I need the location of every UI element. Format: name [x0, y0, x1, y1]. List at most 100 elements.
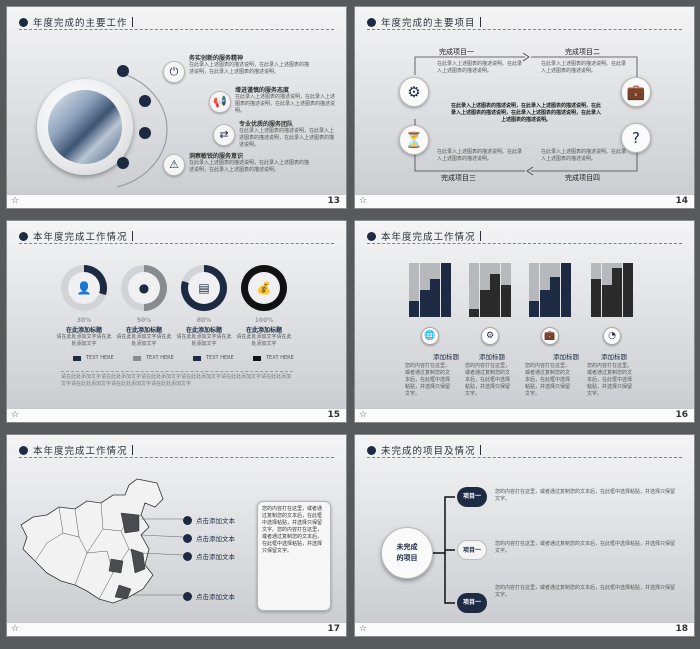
bar	[469, 263, 479, 317]
signpost-icon: ⇄	[213, 124, 235, 146]
chart-icon: ▤	[188, 272, 220, 304]
gears-icon: ⚙	[399, 77, 429, 107]
star-icon: ☆	[11, 196, 20, 206]
legend-item: TEXT HERE	[253, 355, 294, 361]
bar	[419, 263, 430, 317]
map-label[interactable]: 点击添加文本	[183, 533, 235, 543]
title-divider	[367, 457, 682, 458]
group-label: 添加标题	[433, 353, 459, 361]
arc-connector	[116, 71, 168, 188]
title-divider	[367, 243, 682, 244]
map-label[interactable]: 点击添加文本	[183, 551, 235, 561]
question-icon: ?	[621, 123, 651, 153]
bar	[612, 263, 623, 317]
slide-number: 13	[327, 196, 340, 206]
globe-icon: 🌐	[421, 327, 439, 345]
star-icon: ☆	[359, 624, 368, 634]
globe-icon: ●	[128, 272, 160, 304]
briefcase-icon: 💼	[621, 77, 651, 107]
project-label: 完成项目四	[565, 174, 600, 182]
donut-percent: 30%	[76, 317, 92, 324]
work-item: 务实创新的服务精神 在此录入上述图表的描述说明，在此录入上述图表的描述说明，在此…	[189, 53, 309, 76]
project-label: 完成项目一	[439, 48, 474, 56]
bar-group	[469, 263, 511, 317]
project-label: 完成项目三	[441, 174, 476, 182]
bar	[490, 263, 501, 317]
building-photo	[48, 90, 122, 164]
briefcase-icon: 💼	[541, 327, 559, 345]
donut-percent: 100%	[254, 317, 274, 324]
slide-title: 年度完成的主要项目	[367, 15, 481, 29]
bar	[539, 263, 550, 317]
project-label: 完成项目二	[565, 48, 600, 56]
work-item: 洞察敏锐的服务意识 在此录入上述图表的描述说明，在此录入上述图表的描述说明，在此…	[189, 151, 309, 174]
item-text: 在此录入上述图表的描述说明，在此录入上述图表的描述说明，在此录入上述图表的描述说…	[239, 128, 335, 148]
progress-donut: ▤	[181, 265, 227, 311]
group-text: 您的内容打在这里，或者通过复制您的文本后，在此框中选择粘贴，并选择只保留文字。	[587, 363, 633, 397]
group-text: 您的内容打在这里，或者通过复制您的文本后，在此框中选择粘贴，并选择只保留文字。	[465, 363, 511, 397]
slide-footer: ☆ 13	[7, 194, 346, 208]
power-icon: ⏻	[163, 61, 185, 83]
slide-footer: ☆ 18	[355, 622, 694, 636]
timeline-node	[117, 65, 129, 77]
project-text: 您的内容打在这里，或者通过复制您的文本后，在此框中选择粘贴，并选择只保留文字。	[495, 541, 676, 554]
slide-title-text: 本年度完成工作情况	[381, 232, 476, 243]
slide-footer: ☆ 17	[7, 622, 346, 636]
bar	[430, 263, 441, 317]
project-text: 在此录入上述图表的描述说明。在此录入上述图表的描述说明。	[541, 149, 627, 162]
bar	[409, 263, 419, 317]
donut-caption: 在此添加标题 请在此处添加文字请在此处添加文字	[116, 327, 172, 347]
project-text: 您的内容打在这里，或者通过复制您的文本后，在此框中选择粘贴，并选择只保留文字。	[495, 489, 676, 502]
work-item: 增进谨慎的服务态度 在此录入上述图表的描述说明，在此录入上述图表的描述说明，在此…	[235, 85, 335, 115]
slide-title: 未完成的项目及情况	[367, 443, 481, 457]
map-label[interactable]: 点击添加文本	[183, 515, 235, 525]
timeline-node	[139, 95, 151, 107]
leader-lines	[133, 518, 184, 596]
slide-footer: ☆ 15	[7, 408, 346, 422]
item-heading: 增进谨慎的服务态度	[235, 87, 290, 94]
slide-title-text: 本年度完成工作情况	[33, 446, 128, 457]
megaphone-icon: 📢	[209, 91, 231, 113]
star-icon: ☆	[359, 196, 368, 206]
slide-title: 年度完成的主要工作	[19, 15, 133, 29]
cycle-connector	[414, 52, 638, 176]
bar	[560, 263, 571, 317]
bracket-connector	[433, 496, 455, 604]
slide-footer: ☆ 14	[355, 194, 694, 208]
progress-donut: ●	[121, 265, 167, 311]
slide-13-thumbnail[interactable]: 年度完成的主要工作 ⏻ 📢 ⇄ ⚠ 务实创新的服务精神 在此录入上述图表的描述说…	[6, 6, 347, 209]
warning-icon: ⚠	[163, 154, 185, 176]
slide-14-thumbnail[interactable]: 年度完成的主要项目 完成项目一 完成项目二 完成项目三 完成项目四 在此录入上述…	[354, 6, 695, 209]
slide-title-text: 未完成的项目及情况	[381, 446, 476, 457]
slide-16-thumbnail[interactable]: 本年度完成工作情况 🌐 ⚙ 💼 ◔ 添加标题 添加标题 添加标题 添加标题 您的…	[354, 220, 695, 423]
project-node: 项目一	[457, 593, 487, 613]
slide-15-thumbnail[interactable]: 本年度完成工作情况 👤 ● ▤ 💰 30% 50% 80% 100% 在此添加标…	[6, 220, 347, 423]
timeline-node	[117, 157, 129, 169]
group-text: 您的内容打在这里，或者通过复制您的文本后，在此框中选择粘贴，并选择只保留文字。	[525, 363, 571, 397]
project-text: 在此录入上述图表的描述说明。在此录入上述图表的描述说明。	[437, 149, 523, 162]
money-bag-icon: 💰	[248, 272, 280, 304]
bar	[440, 263, 451, 317]
project-text: 在此录入上述图表的描述说明。在此录入上述图表的描述说明。	[437, 61, 523, 74]
slide-number: 15	[327, 410, 340, 420]
footer-description: 请在此处添加文字请在此处添加文字请在此处添加文字请在此处添加文字请在此处添加文字…	[61, 371, 293, 388]
map-label[interactable]: 点击添加文本	[183, 591, 235, 601]
bar	[601, 263, 612, 317]
progress-donut: 👤	[61, 265, 107, 311]
bar	[500, 263, 511, 317]
group-label: 添加标题	[479, 353, 505, 361]
donut-percent: 80%	[196, 317, 212, 324]
title-divider	[367, 29, 682, 30]
donut-caption: 在此添加标题 请在此处添加文字请在此处添加文字	[236, 327, 292, 347]
progress-donut: 💰	[241, 265, 287, 311]
center-topic: 未完成 的项目	[381, 527, 433, 579]
hourglass-icon: ⏳	[399, 125, 429, 155]
bar	[550, 263, 561, 317]
star-icon: ☆	[359, 410, 368, 420]
star-icon: ☆	[11, 624, 20, 634]
group-text: 您的内容打在这里，或者通过复制您的文本后，在此框中选择粘贴，并选择只保留文字。	[405, 363, 451, 397]
item-text: 在此录入上述图表的描述说明，在此录入上述图表的描述说明，在此录入上述图表的描述说…	[189, 160, 310, 173]
slide-18-thumbnail[interactable]: 未完成的项目及情况 未完成 的项目 项目一 项目一 项目一 您的内容打在这里，或者…	[354, 434, 695, 637]
slide-17-thumbnail[interactable]: 本年度完成工作情况 点击添加文本 点击添加文本 点击添加文本 点击添加文本 您的…	[6, 434, 347, 637]
item-heading: 务实创新的服务精神	[189, 55, 244, 62]
